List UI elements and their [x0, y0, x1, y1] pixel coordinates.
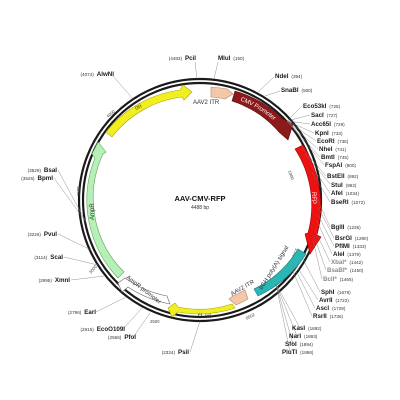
site-bsteii: BstEII (892) — [327, 173, 359, 180]
site-ecori: EcoRI (735) — [317, 138, 349, 145]
site-alwni: (4074) AlwNI — [81, 71, 115, 78]
site-kpni: KpnI (733) — [315, 130, 343, 137]
ampr-label: AmpR — [90, 203, 96, 220]
f1-ori-feature — [167, 302, 236, 318]
site-bsrgi: BsrGI (1290) — [335, 235, 369, 242]
site-bcli: BclI* (1465) — [323, 276, 354, 283]
tick-label: 2000 — [244, 312, 255, 321]
tick-label: 2500 — [150, 319, 160, 324]
site-psii: (2324) PsiI — [162, 349, 190, 356]
site-leader-lines — [53, 61, 335, 353]
plasmid-name: AAV-CMV-RFP — [174, 194, 225, 203]
site-bsabi: BsaBI* (1450) — [327, 267, 364, 274]
site-asci: AscI (1729) — [316, 305, 346, 312]
tick-label: 4000 — [105, 108, 116, 118]
plasmid-size: 4488 bp — [191, 205, 209, 211]
site-scai: (3114) ScaI — [34, 254, 63, 261]
ampr-promoter-feature — [117, 277, 171, 305]
site-eco53ki: Eco53kI (725) — [303, 103, 341, 110]
site-bpmi: (3526) BpmI — [21, 175, 53, 182]
site-xbai: XbaI* (1442) — [331, 259, 363, 266]
site-pcii: (4483) PciI — [169, 55, 197, 62]
tick-label: 3500 — [76, 186, 81, 196]
site-mlui: MluI (150) — [218, 55, 245, 62]
ampr-feature — [86, 141, 125, 279]
site-alei: AleI (1379) — [333, 251, 361, 258]
site-sfoi: SfoI (1894) — [285, 341, 313, 348]
site-avrii: AvrII (1722) — [319, 297, 349, 304]
site-ecoo109i: (2615) EcoO109I — [81, 326, 126, 333]
ori-feature — [105, 84, 193, 138]
site-acc65i: Acc65I (729) — [311, 121, 345, 128]
site-stui: StuI (962) — [331, 182, 357, 189]
ori-label: ori — [134, 104, 143, 112]
site-pfoi: (2556) PfoI — [108, 334, 136, 341]
site-pluti: PluTI (1896) — [282, 349, 314, 356]
site-ndei: NdeI (394) — [275, 73, 303, 80]
site-pflmi: PflMI (1333) — [335, 243, 367, 250]
site-bmti: BmtI (745) — [321, 154, 349, 161]
site-xmni: (2995) XmnI — [39, 277, 71, 284]
aav2-itr-1-label: AAV2 ITR — [193, 100, 220, 106]
site-bsai: (3529) BsaI — [28, 167, 58, 174]
site-bglii: BglII (1236) — [331, 224, 361, 231]
f1-ori-label: f1 ori — [198, 314, 211, 320]
site-pvui: (3226) PvuI — [28, 231, 58, 238]
site-bseri: BseRI (1072) — [331, 199, 365, 206]
aav2-itr-2-feature — [228, 289, 249, 306]
site-kasi: KasI (1892) — [292, 325, 322, 332]
site-nari: NarI (1893) — [289, 333, 318, 340]
cmv-promoter-feature — [231, 90, 294, 141]
tick-label: 1000 — [287, 170, 295, 181]
tick-label: 3000 — [88, 264, 98, 275]
site-eari: (2796) EarI — [68, 309, 96, 316]
site-afei: AfeI (1034) — [331, 190, 359, 197]
aav2-itr-1-feature — [210, 86, 234, 100]
rfp-label: RFP — [310, 192, 316, 204]
rfp-feature — [294, 144, 322, 255]
site-saci: SacI (727) — [311, 112, 338, 119]
site-sphi: SphI (1678) — [321, 289, 351, 296]
site-fspai: FspAI (800) — [325, 162, 356, 169]
site-rsrii: RsrII (1736) — [313, 313, 344, 320]
site-nhei: NheI (741) — [319, 146, 347, 153]
site-snabi: SnaBI (500) — [281, 87, 313, 94]
ampr-promoter-label: AmpR promoter — [125, 275, 162, 306]
